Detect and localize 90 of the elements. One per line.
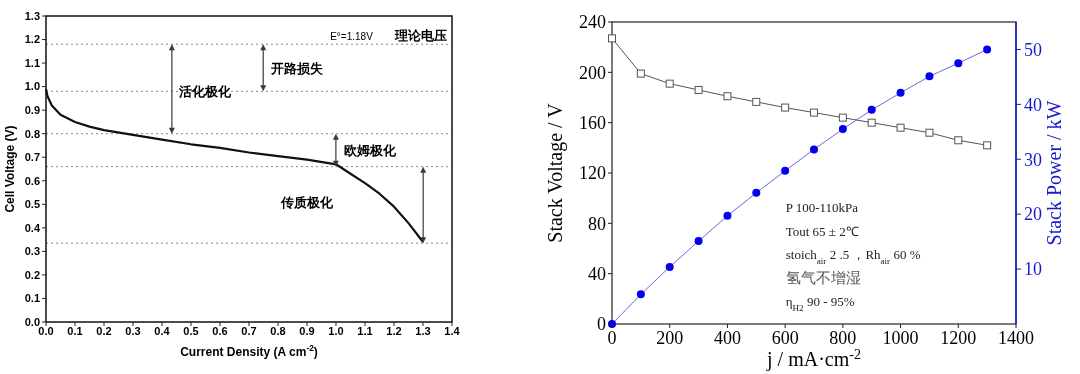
x-tick-label: 1.3	[415, 325, 431, 337]
point	[867, 105, 876, 114]
x-tick-label: 0.1	[67, 325, 83, 337]
y-tick-label: 0.8	[24, 127, 40, 140]
x-tick-label: 0.7	[241, 325, 257, 337]
point	[954, 59, 963, 68]
y-tick-label: 240	[579, 12, 606, 33]
x-tick-label: 0.9	[299, 325, 315, 337]
point	[636, 290, 645, 299]
y-tick-label: 0.7	[24, 151, 40, 164]
y2-axis-title: Stack Power / kW	[1043, 100, 1065, 246]
point	[665, 262, 674, 271]
x-tick-label: 0.8	[270, 325, 286, 337]
x-tick-label: 0.4	[154, 325, 171, 337]
y-tick-label: 80	[588, 213, 606, 234]
annotation: P 100-110kPa	[785, 200, 859, 216]
x-tick-label: 600	[771, 328, 799, 348]
y-tick-label: 1.0	[24, 80, 40, 93]
y2-tick-label: 50	[1024, 39, 1042, 60]
point	[810, 108, 818, 117]
y-tick-label: 0.5	[24, 198, 40, 211]
x-tick-label: 1.0	[328, 325, 344, 337]
annotation: 传质极化	[280, 194, 335, 210]
y-tick-label: 0.1	[24, 292, 40, 305]
point	[723, 92, 732, 101]
annotation: Tout 65 ± 2℃	[785, 223, 859, 239]
y-tick-label: 160	[579, 112, 606, 133]
annotation: 氢气不增湿	[785, 269, 861, 286]
y-tick-label: 40	[588, 263, 606, 284]
x-axis-title: j / mA·cm$^{-2}$	[766, 346, 861, 371]
x-tick-label: 0.5	[183, 325, 199, 337]
point	[896, 123, 905, 132]
x-tick-label: 1000	[882, 328, 919, 348]
annotation: 理论电压	[394, 28, 448, 44]
point	[810, 145, 818, 154]
x-axis-title: Current Density (A cm$^{-2}$)	[180, 343, 318, 359]
annotation: 活化极化	[177, 84, 232, 100]
x-tick-label: 800	[829, 328, 857, 348]
y2-tick-label: 40	[1024, 94, 1042, 115]
point	[838, 125, 847, 134]
point	[636, 69, 645, 78]
ref-line-label: E°=1.18V	[330, 31, 374, 43]
x-tick-label: 1.4	[444, 325, 461, 337]
point	[608, 34, 616, 43]
point	[723, 211, 732, 220]
y-tick-label: 1.2	[24, 33, 40, 46]
x-tick-label: 1400	[998, 328, 1034, 348]
x-tick-label: 200	[656, 328, 684, 348]
annotation: 开路损失	[270, 60, 325, 76]
point	[781, 103, 790, 112]
point	[925, 128, 934, 137]
x-tick-label: 1200	[940, 328, 977, 348]
y2-tick-label: 10	[1024, 259, 1042, 280]
y-tick-label: 0.3	[24, 245, 40, 258]
y-tick-label: 120	[579, 163, 606, 184]
x-tick-label: 0.0	[38, 325, 54, 337]
y-axis-title: Stack Voltage / V	[544, 102, 567, 243]
point	[781, 166, 790, 175]
point	[694, 85, 703, 94]
point	[665, 79, 674, 88]
point	[954, 136, 963, 145]
y-tick-label: 0.0	[24, 315, 40, 328]
y2-tick-label: 30	[1024, 149, 1042, 170]
point	[752, 188, 761, 197]
point	[896, 88, 905, 97]
x-tick-label: 1.1	[357, 325, 373, 337]
y-tick-label: 1.1	[24, 56, 40, 69]
point	[983, 45, 992, 54]
annotation: 欧姆极化	[344, 143, 398, 159]
y-tick-label: 1.3	[24, 9, 40, 22]
y-tick-label: 0.4	[24, 221, 41, 234]
x-tick-label: 0.3	[125, 325, 141, 337]
annotation: stoich$_{air}$ 2 .5 ，Rh$_{air}$ 60 %	[785, 247, 921, 267]
y-tick-label: 0.6	[24, 174, 40, 187]
y-axis-title: Cell Voltage (V)	[3, 125, 17, 213]
y-tick-label: 0.2	[24, 268, 40, 281]
point	[752, 97, 761, 106]
y-tick-label: 0.9	[24, 104, 40, 116]
y-tick-label: 200	[579, 62, 606, 83]
x-tick-label: 400	[713, 328, 741, 348]
point	[983, 141, 992, 150]
annotation: η$_{H2}$ 90 - 95%	[785, 294, 855, 314]
point	[694, 237, 703, 246]
y2-tick-label: 20	[1024, 204, 1042, 225]
point	[925, 72, 934, 81]
x-tick-label: 0.2	[96, 325, 112, 337]
point	[867, 118, 876, 127]
point	[838, 113, 847, 122]
x-tick-label: 1.2	[386, 325, 402, 337]
x-tick-label: 0.6	[212, 325, 228, 337]
